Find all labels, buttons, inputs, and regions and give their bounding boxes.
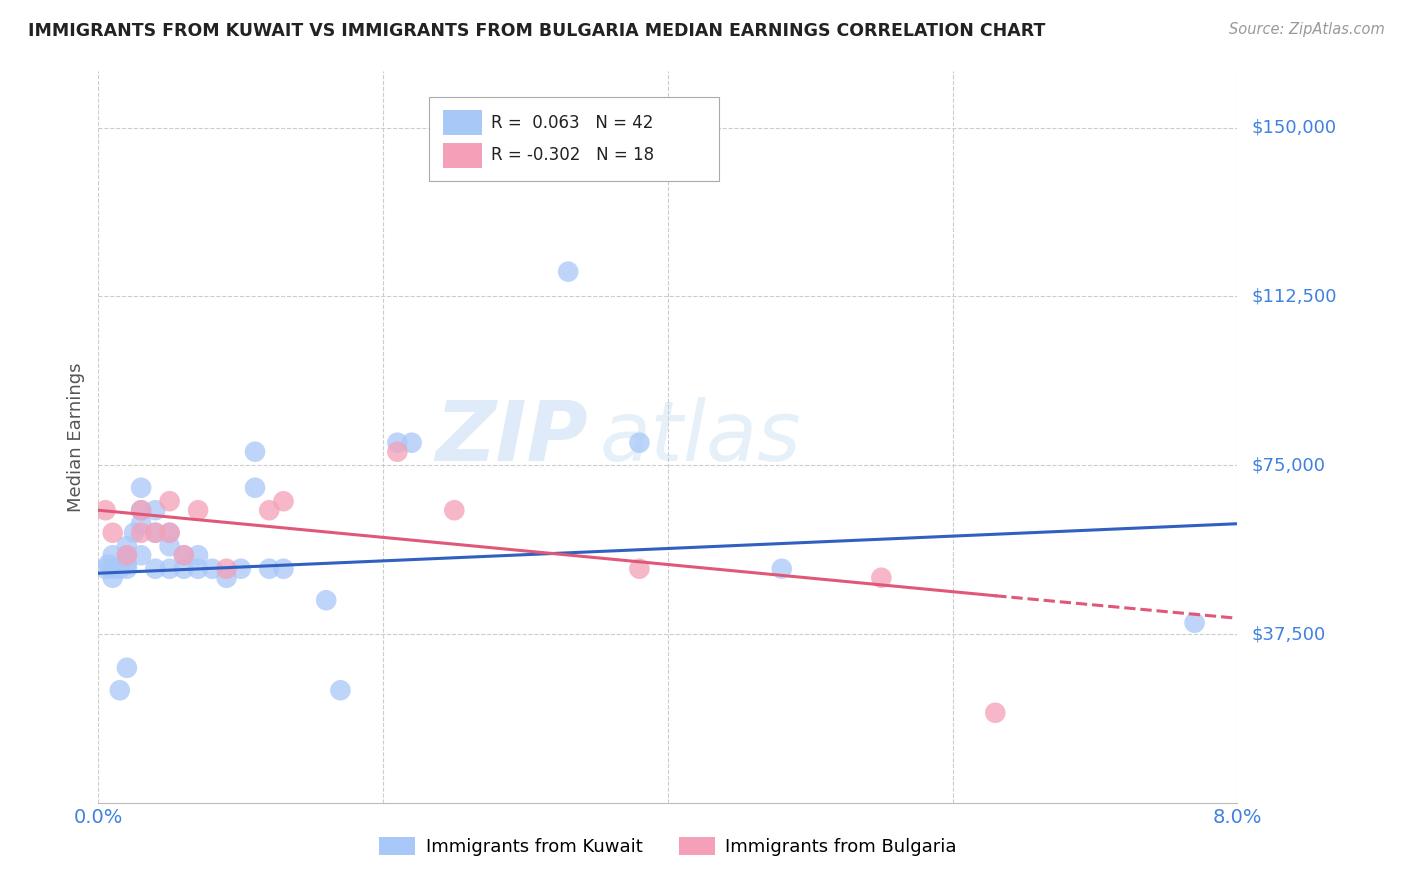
- Text: $112,500: $112,500: [1251, 287, 1337, 305]
- Point: [557, 265, 579, 279]
- Point: [115, 548, 138, 562]
- Point: [173, 548, 195, 562]
- Point: [115, 548, 138, 562]
- Point: [201, 562, 224, 576]
- Point: [115, 558, 138, 572]
- Point: [770, 562, 793, 576]
- Point: [101, 548, 124, 562]
- Point: [129, 516, 152, 531]
- Point: [984, 706, 1007, 720]
- Point: [259, 503, 281, 517]
- Point: [315, 593, 337, 607]
- Point: [173, 548, 195, 562]
- Point: [94, 562, 117, 576]
- Point: [108, 562, 131, 576]
- Point: [101, 562, 124, 576]
- Point: [329, 683, 352, 698]
- Text: R = -0.302   N = 18: R = -0.302 N = 18: [491, 146, 654, 164]
- Text: atlas: atlas: [599, 397, 801, 477]
- Point: [273, 562, 295, 576]
- Point: [129, 503, 152, 517]
- Point: [387, 435, 409, 450]
- Point: [159, 494, 181, 508]
- Point: [145, 562, 167, 576]
- Text: $150,000: $150,000: [1251, 119, 1336, 136]
- Text: ZIP: ZIP: [436, 397, 588, 477]
- Point: [187, 503, 209, 517]
- Point: [1184, 615, 1206, 630]
- Point: [97, 558, 120, 572]
- FancyBboxPatch shape: [443, 143, 482, 168]
- Point: [129, 548, 152, 562]
- Point: [159, 525, 181, 540]
- Point: [145, 525, 167, 540]
- Point: [101, 571, 124, 585]
- Point: [129, 503, 152, 517]
- Point: [94, 503, 117, 517]
- Point: [115, 539, 138, 553]
- Point: [215, 562, 238, 576]
- Point: [259, 562, 281, 576]
- Point: [273, 494, 295, 508]
- Point: [243, 444, 266, 458]
- Point: [159, 562, 181, 576]
- Text: $75,000: $75,000: [1251, 456, 1326, 475]
- Point: [870, 571, 893, 585]
- Point: [115, 661, 138, 675]
- Legend: Immigrants from Kuwait, Immigrants from Bulgaria: Immigrants from Kuwait, Immigrants from …: [371, 830, 965, 863]
- Point: [243, 481, 266, 495]
- Point: [187, 548, 209, 562]
- Point: [115, 562, 138, 576]
- Point: [443, 503, 465, 517]
- Point: [229, 562, 252, 576]
- Text: Source: ZipAtlas.com: Source: ZipAtlas.com: [1229, 22, 1385, 37]
- Point: [628, 435, 651, 450]
- Point: [108, 683, 131, 698]
- Point: [215, 571, 238, 585]
- Point: [129, 525, 152, 540]
- Point: [401, 435, 423, 450]
- FancyBboxPatch shape: [429, 97, 718, 181]
- Point: [145, 503, 167, 517]
- Point: [122, 525, 145, 540]
- Point: [187, 562, 209, 576]
- Point: [159, 539, 181, 553]
- Text: R =  0.063   N = 42: R = 0.063 N = 42: [491, 113, 654, 131]
- Point: [159, 525, 181, 540]
- Point: [628, 562, 651, 576]
- Text: $37,500: $37,500: [1251, 625, 1326, 643]
- Point: [387, 444, 409, 458]
- Point: [173, 562, 195, 576]
- Point: [145, 525, 167, 540]
- FancyBboxPatch shape: [443, 110, 482, 135]
- Point: [129, 481, 152, 495]
- Point: [101, 525, 124, 540]
- Y-axis label: Median Earnings: Median Earnings: [67, 362, 86, 512]
- Text: IMMIGRANTS FROM KUWAIT VS IMMIGRANTS FROM BULGARIA MEDIAN EARNINGS CORRELATION C: IMMIGRANTS FROM KUWAIT VS IMMIGRANTS FRO…: [28, 22, 1046, 40]
